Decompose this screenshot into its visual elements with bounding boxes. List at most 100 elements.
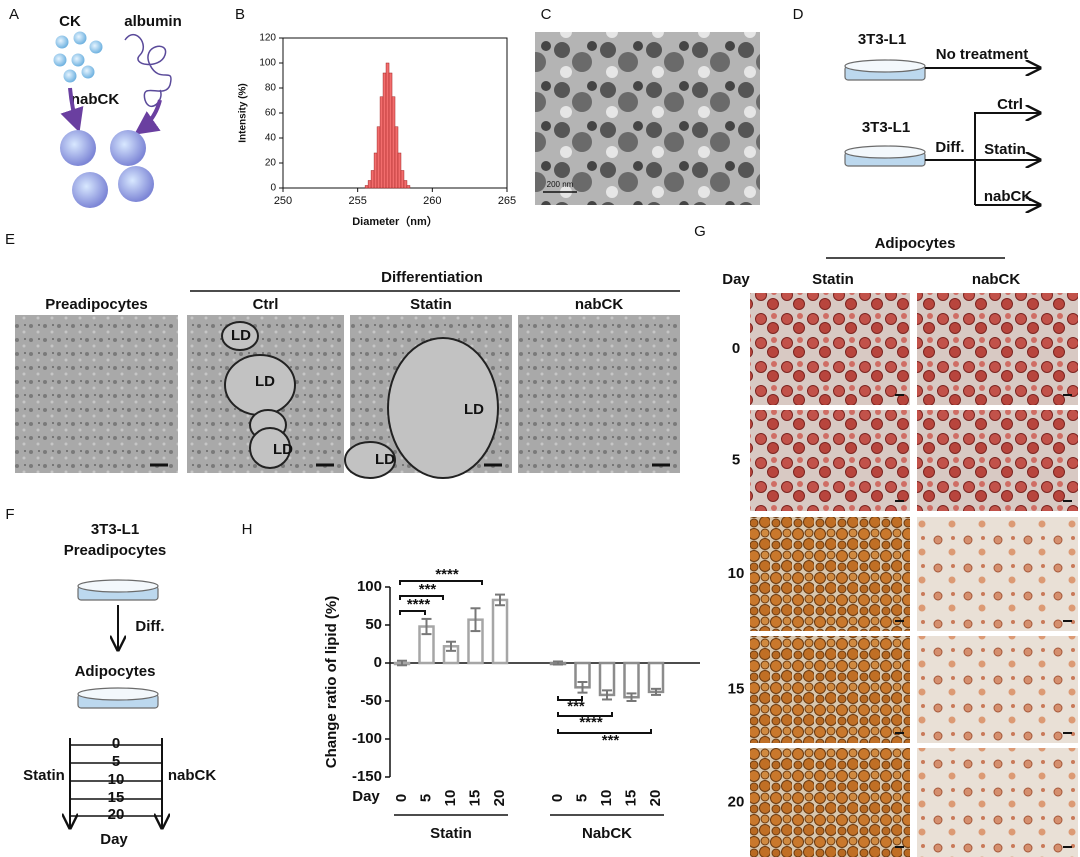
x-tick-label: 265	[498, 195, 516, 207]
ck-sphere	[63, 69, 77, 83]
branch-label: No treatment	[936, 46, 1029, 63]
stage-label: Preadipocytes	[64, 542, 167, 559]
day-label: 20	[108, 806, 125, 823]
x-tick-label: 20	[491, 790, 508, 807]
y-tick-label: 100	[259, 58, 276, 69]
cell-line: 3T3-L1	[862, 119, 910, 136]
day-label: 5	[732, 451, 740, 468]
x-axis-title: Diameter（nm）	[352, 215, 438, 228]
histogram-bar	[382, 72, 387, 189]
histogram-bar	[379, 96, 384, 189]
step-label: Diff.	[135, 618, 164, 635]
nabck-sphere	[110, 130, 146, 166]
histogram-bar	[367, 180, 372, 189]
stain-image	[750, 293, 910, 405]
arrow-albumin	[134, 99, 162, 135]
histogram-bar	[385, 62, 390, 189]
branch-label: Statin	[984, 141, 1026, 158]
ck-sphere	[89, 40, 103, 54]
cell-line: 3T3-L1	[91, 521, 139, 538]
panel-label: B	[235, 6, 245, 23]
em-image	[518, 315, 680, 473]
group-label: Differentiation	[381, 269, 483, 286]
column-label: Statin	[410, 296, 452, 313]
stain-image	[917, 517, 1078, 631]
tem-image	[535, 32, 760, 205]
header: Adipocytes	[875, 235, 956, 252]
label-nabck: nabCK	[71, 91, 120, 108]
significance-label: ***	[419, 581, 437, 598]
error-bar	[602, 689, 612, 701]
x-tick-label: 10	[598, 790, 615, 807]
y-tick-label: 50	[365, 616, 382, 633]
day-label: 15	[728, 680, 745, 697]
scale-bar-label: 200 nm	[547, 180, 574, 189]
error-bar	[421, 617, 432, 636]
error-bar	[577, 681, 588, 694]
bar	[491, 598, 509, 665]
nabck-sphere	[60, 130, 96, 166]
y-axis-title: Change ratio of lipid (%)	[323, 596, 340, 769]
error-bar	[470, 607, 481, 633]
column-label: Statin	[812, 271, 854, 288]
axis-label: Day	[100, 831, 128, 848]
dish-rim	[77, 687, 159, 701]
significance-bracket	[399, 610, 426, 615]
stage-label: Adipocytes	[75, 663, 156, 680]
treatment-label: Statin	[23, 767, 65, 784]
stain-image	[750, 748, 910, 857]
nabck-sphere	[118, 166, 154, 202]
error-bar	[553, 660, 563, 666]
stain-image	[917, 410, 1078, 511]
step-label: Diff.	[935, 139, 964, 156]
significance-label: ****	[579, 714, 603, 731]
nabck-sphere	[72, 172, 108, 208]
lipid-droplet	[344, 441, 396, 479]
day-label: 15	[108, 789, 125, 806]
panel-label: F	[5, 506, 14, 523]
x-tick-label: 20	[647, 790, 664, 807]
histogram-bar	[370, 170, 375, 189]
day-label: 5	[112, 753, 120, 770]
significance-label: ****	[407, 596, 431, 613]
error-bar	[651, 687, 661, 696]
bar	[623, 661, 640, 699]
y-tick-label: -100	[352, 730, 382, 747]
panel-label: E	[5, 231, 15, 248]
error-bar	[626, 692, 637, 702]
x-tick-label: 255	[348, 195, 366, 207]
y-tick-label: 0	[270, 183, 276, 194]
error-bar	[446, 640, 456, 652]
x-tick-label: 5	[417, 794, 434, 802]
histogram-bar	[373, 152, 378, 189]
y-tick-label: 40	[265, 133, 277, 144]
histogram-bar	[397, 152, 402, 189]
y-tick-label: 0	[374, 654, 382, 671]
ck-sphere	[71, 53, 85, 67]
panel-label: G	[694, 223, 706, 240]
stain-image	[917, 748, 1078, 857]
histogram-bar	[388, 72, 393, 189]
ck-sphere	[53, 53, 67, 67]
stain-image	[750, 517, 910, 631]
significance-label: ****	[435, 566, 459, 583]
lipid-droplet	[221, 321, 259, 351]
group-label: NabCK	[582, 825, 632, 842]
error-bar	[397, 659, 407, 667]
significance-bracket	[399, 595, 444, 600]
dish-rim	[844, 59, 926, 73]
column-label: Ctrl	[253, 296, 279, 313]
y-tick-label: 120	[259, 33, 276, 44]
ck-sphere	[55, 35, 69, 49]
x-tick-label: 260	[423, 195, 441, 207]
column-label: Preadipocytes	[45, 296, 148, 313]
column-label: nabCK	[575, 296, 624, 313]
droplet-label: LD	[231, 327, 251, 344]
significance-bracket	[399, 580, 483, 585]
day-label: 10	[108, 771, 125, 788]
histogram-bar	[391, 96, 396, 189]
cell-line: 3T3-L1	[858, 31, 906, 48]
